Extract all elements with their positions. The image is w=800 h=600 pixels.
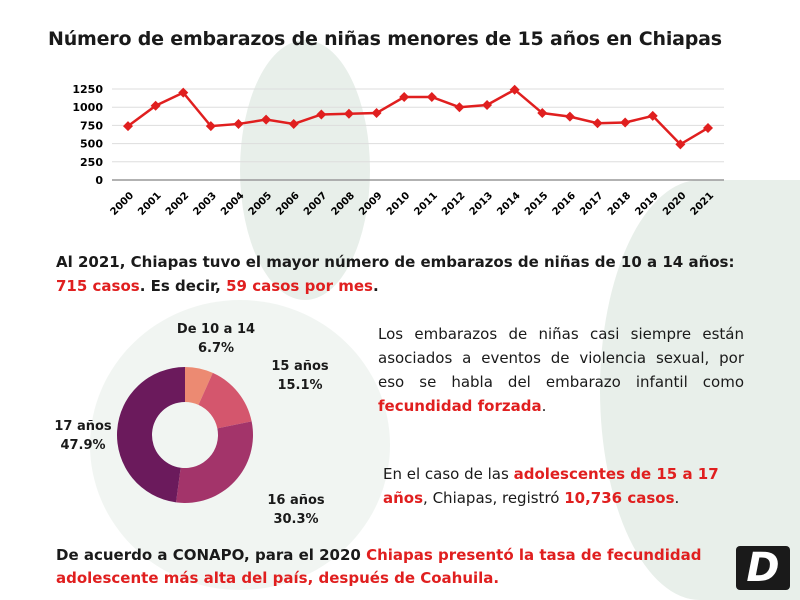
x-tick-label: 2012 [440,190,467,217]
slice-pct: 6.7% [197,341,235,356]
label-10-14: De 10 a 14 6.7% [166,320,266,358]
x-tick-label: 2016 [551,190,578,217]
y-tick-label: 750 [80,119,103,132]
data-point [509,84,520,95]
x-tick-label: 2018 [606,190,633,217]
donut-slice [176,421,253,503]
y-tick-label: 1250 [72,83,103,96]
slice-pct: 47.9% [60,438,106,453]
adol-e: . [674,489,680,507]
summary-e: . [372,277,379,295]
data-point [482,100,493,111]
summary-per-month: 59 casos por mes [226,277,373,295]
data-point [261,114,272,125]
x-tick-label: 2017 [578,190,605,217]
chart-title: Número de embarazos de niñas menores de … [48,28,722,50]
slice-pct: 15.1% [277,378,323,393]
x-tick-label: 2010 [385,190,412,217]
adolescents-text: En el caso de las adolescentes de 15 a 1… [383,462,755,510]
x-tick-label: 2015 [523,190,550,217]
label-17: 17 años 47.9% [48,417,118,455]
slice-pct: 30.3% [273,512,319,527]
data-point [343,108,354,119]
label-15: 15 años 15.1% [260,357,340,395]
x-tick-label: 2005 [247,190,274,217]
data-point [426,92,437,103]
data-point [592,118,603,129]
summary-a: Al 2021, Chiapas tuvo el mayor número de… [56,253,735,271]
x-tick-label: 2013 [468,190,495,217]
y-tick-label: 500 [80,138,103,151]
summary-c: . Es decir, [139,277,227,295]
adol-a: En el caso de las [383,465,514,483]
violence-c: . [541,397,547,415]
data-point [537,108,548,119]
y-tick-label: 250 [80,156,103,169]
data-point [703,122,713,133]
slice-label: 17 años [54,419,112,434]
data-point [371,108,382,119]
y-tick-label: 0 [95,174,103,187]
brand-logo: D [736,546,790,590]
violence-a: Los embarazos de niñas casi siempre está… [378,325,744,391]
watermark [600,180,800,600]
slice-label: De 10 a 14 [176,322,256,337]
donut-slice [117,367,185,503]
x-tick-label: 2020 [661,190,688,217]
data-point [675,139,686,150]
slice-label: 15 años [271,359,329,374]
watermark [240,40,370,300]
x-tick-label: 2009 [357,190,384,217]
adol-c: , Chiapas, registró [423,489,565,507]
label-16: 16 años 30.3% [256,491,336,529]
summary-cases: 715 casos [56,277,140,295]
slice-label: 16 años [267,493,325,508]
data-point [205,121,216,132]
data-point [620,117,631,128]
data-point [316,109,327,120]
data-point [288,118,299,129]
x-tick-label: 2002 [164,190,191,217]
x-tick-label: 2008 [330,190,357,217]
x-tick-label: 2014 [495,190,522,217]
data-point [647,110,658,121]
conapo-text: De acuerdo a CONAPO, para el 2020 Chiapa… [56,544,756,590]
adol-range: adolescentes de 15 a 17 años [383,465,719,507]
data-point [150,100,161,111]
x-tick-label: 2000 [109,190,136,217]
x-tick-label: 2003 [192,190,219,217]
x-tick-label: 2019 [633,190,660,217]
donut-slice [185,367,213,405]
data-point [178,87,189,98]
data-point [123,121,133,132]
series-line [127,88,709,146]
data-point [454,102,465,113]
x-tick-label: 2004 [219,190,246,217]
adol-cases: 10,736 casos [564,489,675,507]
data-point [399,92,410,103]
conapo-highlight: Chiapas presentó la tasa de fecundidad a… [56,546,702,587]
violence-text: Los embarazos de niñas casi siempre está… [378,322,744,418]
x-tick-label: 2007 [302,190,329,217]
summary-text: Al 2021, Chiapas tuvo el mayor número de… [56,250,756,298]
data-point [233,118,244,129]
conapo-a: De acuerdo a CONAPO, para el 2020 [56,546,367,564]
x-tick-label: 2021 [689,190,716,217]
donut-slice [198,372,252,429]
x-tick-label: 2001 [136,190,163,217]
x-tick-label: 2011 [412,190,439,217]
data-point [564,111,575,122]
y-tick-label: 1000 [72,101,103,114]
forced-fertility: fecundidad forzada [378,397,542,415]
x-tick-label: 2006 [274,190,301,217]
